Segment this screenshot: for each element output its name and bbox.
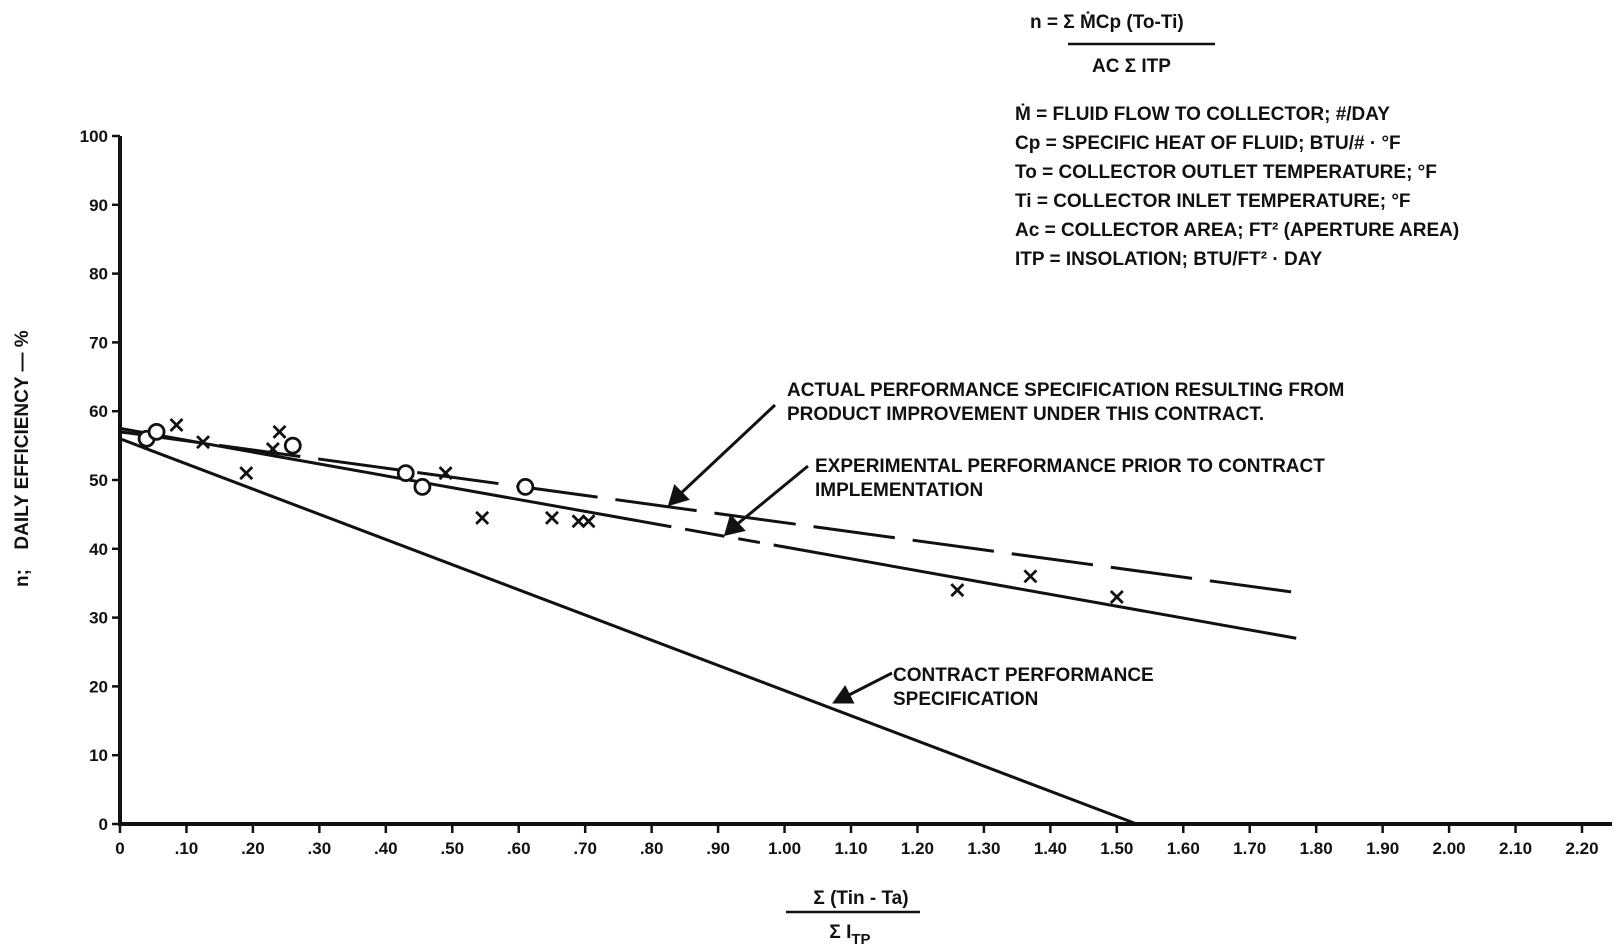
y-tick-label: 90 — [89, 196, 108, 215]
trend-lines — [119, 426, 1304, 826]
circle-point — [147, 422, 166, 441]
x-tick-label: 0 — [115, 839, 124, 858]
legend-line: Cp = SPECIFIC HEAT OF FLUID; BTU/# · °F — [1015, 133, 1401, 154]
arrow-contract — [844, 671, 893, 699]
x-tick-label: 1.70 — [1233, 839, 1266, 858]
x-tick-label: 1.30 — [967, 839, 1000, 858]
y-tick-label: 80 — [89, 265, 108, 284]
x-tick-label: .50 — [440, 839, 464, 858]
x-tick-label: 1.80 — [1300, 839, 1333, 858]
x-tick-label: 1.90 — [1366, 839, 1399, 858]
x-point — [581, 514, 596, 529]
x-tick-label: .30 — [308, 839, 332, 858]
x-tick-label: .40 — [374, 839, 398, 858]
x-tick-label: .60 — [507, 839, 531, 858]
x-tick-label: .90 — [706, 839, 730, 858]
legend-line: Ṁ = FLUID FLOW TO COLLECTOR; #/DAY — [1015, 104, 1390, 125]
arrowhead-contract — [832, 685, 855, 704]
x-tick-label: 1.60 — [1167, 839, 1200, 858]
line-contract — [119, 437, 1138, 826]
x-point — [438, 466, 453, 481]
y-axis-symbol: n; — [12, 569, 33, 587]
x-tick-label: .20 — [241, 839, 265, 858]
arrow-actual — [676, 403, 777, 498]
x-point — [1023, 569, 1038, 584]
annotation-experimental: EXPERIMENTAL PERFORMANCE PRIOR TO CONTRA… — [815, 456, 1325, 477]
annotation-actual: ACTUAL PERFORMANCE SPECIFICATION RESULTI… — [787, 380, 1344, 401]
annotation-arrows — [667, 403, 893, 704]
y-tick-label: 40 — [89, 540, 108, 559]
legend-line: Ac = COLLECTOR AREA; FT² (APERTURE AREA) — [1015, 220, 1459, 241]
x-point — [950, 583, 965, 598]
annotation-contract: SPECIFICATION — [893, 689, 1038, 710]
circle-point — [413, 477, 432, 496]
x-point — [272, 424, 287, 439]
y-tick-label: 60 — [89, 402, 108, 421]
legend-line: To = COLLECTOR OUTLET TEMPERATURE; °F — [1015, 162, 1437, 183]
annotation-experimental: IMPLEMENTATION — [815, 480, 983, 501]
x-tick-label: 1.20 — [901, 839, 934, 858]
data-points — [137, 417, 1124, 604]
y-tick-label: 70 — [89, 333, 108, 352]
x-tick-label: 1.40 — [1034, 839, 1067, 858]
y-tick-label: 10 — [89, 746, 108, 765]
y-ticks: 0 10 20 30 40 50 60 70 80 90 100 — [80, 127, 120, 834]
x-point — [239, 466, 254, 481]
formula-denominator: AC Σ ITP — [1092, 56, 1171, 77]
y-axis-label: DAILY EFFICIENCY — % — [12, 330, 33, 549]
x-tick-label: 2.20 — [1565, 839, 1598, 858]
legend-line: Ti = COLLECTOR INLET TEMPERATURE; °F — [1015, 191, 1411, 212]
arrowhead-experimental — [723, 514, 746, 537]
x-tick-label: 1.50 — [1100, 839, 1133, 858]
symbol-legend: Ṁ = FLUID FLOW TO COLLECTOR; #/DAY Cp = S… — [1015, 104, 1459, 270]
circle-point — [283, 436, 302, 455]
x-point — [475, 510, 490, 525]
y-tick-label: 20 — [89, 677, 108, 696]
legend-line: ITP = INSOLATION; BTU/FT² · DAY — [1015, 249, 1323, 270]
line-experimental — [119, 426, 1297, 640]
x-point — [196, 435, 211, 450]
x-tick-label: .80 — [640, 839, 664, 858]
x-point — [544, 510, 559, 525]
x-tick-label: 2.10 — [1499, 839, 1532, 858]
y-tick-label: 30 — [89, 609, 108, 628]
x-tick-label: .70 — [573, 839, 597, 858]
x-axis-label-denominator: Σ ITP — [829, 922, 870, 948]
formula-numerator: n = Σ ṀCp (To-Ti) — [1030, 12, 1184, 33]
x-tick-label: 1.10 — [834, 839, 867, 858]
x-tick-label: .10 — [175, 839, 199, 858]
x-tick-label: 2.00 — [1433, 839, 1466, 858]
circle-point — [516, 477, 535, 496]
y-tick-label: 50 — [89, 471, 108, 490]
x-ticks: 0 .10 .20 .30 .40 .50 .60 .70 .80 .90 1.00 1.10 1.20… — [115, 824, 1599, 858]
x-point — [1109, 589, 1124, 604]
x-point — [169, 417, 184, 432]
x-point — [265, 442, 280, 457]
arrow-experimental — [734, 464, 809, 528]
circle-point — [396, 464, 415, 483]
x-tick-label: 1.00 — [768, 839, 801, 858]
annotations: ACTUAL PERFORMANCE SPECIFICATION RESULTI… — [787, 380, 1344, 710]
annotation-actual: PRODUCT IMPROVEMENT UNDER THIS CONTRACT. — [787, 404, 1264, 425]
y-tick-label: 100 — [80, 127, 108, 146]
arrowhead-actual — [667, 484, 690, 507]
annotation-contract: CONTRACT PERFORMANCE — [893, 665, 1154, 686]
y-tick-label: 0 — [99, 815, 108, 834]
x-axis-label-numerator: Σ (Tin - Ta) — [813, 888, 908, 909]
